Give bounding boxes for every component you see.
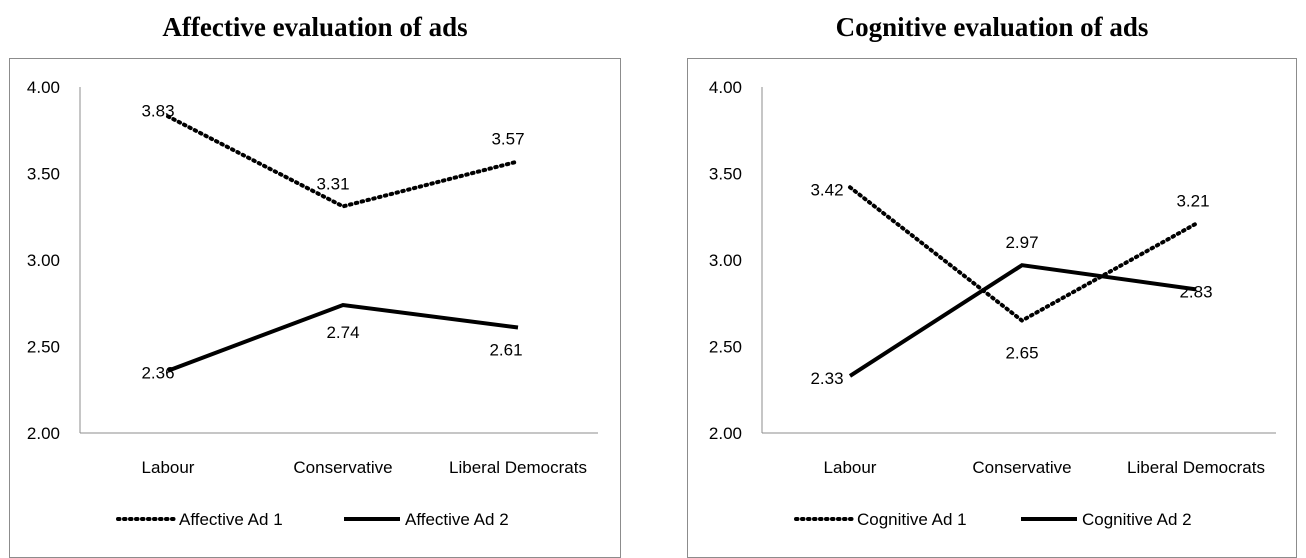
affective-chart-title: Affective evaluation of ads [162, 12, 468, 42]
legend-label-2: Cognitive Ad 2 [1082, 510, 1192, 529]
data-label: 3.42 [810, 180, 843, 199]
data-label: 3.31 [316, 174, 349, 193]
data-label: 2.36 [141, 364, 174, 383]
y-tick-label: 2.50 [27, 338, 60, 357]
x-tick-label: Liberal Democrats [449, 458, 587, 477]
data-label: 2.83 [1179, 282, 1212, 301]
data-label: 2.65 [1005, 344, 1038, 363]
chart-1: 2.00 2.50 3.00 3.50 4.00 Labour Conservative Li… [709, 78, 1276, 529]
data-label: 2.33 [810, 369, 843, 388]
y-tick-label: 3.50 [27, 165, 60, 184]
legend-label-1: Cognitive Ad 1 [857, 510, 967, 529]
x-tick-label: Liberal Democrats [1127, 458, 1265, 477]
x-tick-label: Labour [824, 458, 877, 477]
series-line-1 [166, 114, 520, 209]
data-label: 2.61 [489, 340, 522, 359]
y-tick-label: 3.50 [709, 165, 742, 184]
y-tick-label: 4.00 [709, 78, 742, 97]
y-tick-label: 2.00 [709, 424, 742, 443]
x-tick-label: Conservative [972, 458, 1071, 477]
chart-0: 2.00 2.50 3.00 3.50 4.00 Labour Conservative Li… [27, 78, 598, 529]
data-label: 3.21 [1176, 192, 1209, 211]
y-tick-label: 4.00 [27, 78, 60, 97]
data-label: 3.57 [491, 129, 524, 148]
series-line-2 [848, 263, 1197, 378]
legend-label-1: Affective Ad 1 [179, 510, 283, 529]
series-line-1 [848, 185, 1198, 323]
series-line-2 [167, 302, 519, 373]
y-tick-label: 2.00 [27, 424, 60, 443]
legend-label-2: Affective Ad 2 [405, 510, 509, 529]
x-tick-label: Conservative [293, 458, 392, 477]
data-label: 3.83 [141, 101, 174, 120]
data-label: 2.74 [326, 323, 359, 342]
x-tick-label: Labour [142, 458, 195, 477]
y-tick-label: 3.00 [27, 251, 60, 270]
data-label: 2.97 [1005, 233, 1038, 252]
y-tick-label: 3.00 [709, 251, 742, 270]
y-tick-label: 2.50 [709, 338, 742, 357]
cognitive-chart-title: Cognitive evaluation of ads [835, 12, 1149, 42]
